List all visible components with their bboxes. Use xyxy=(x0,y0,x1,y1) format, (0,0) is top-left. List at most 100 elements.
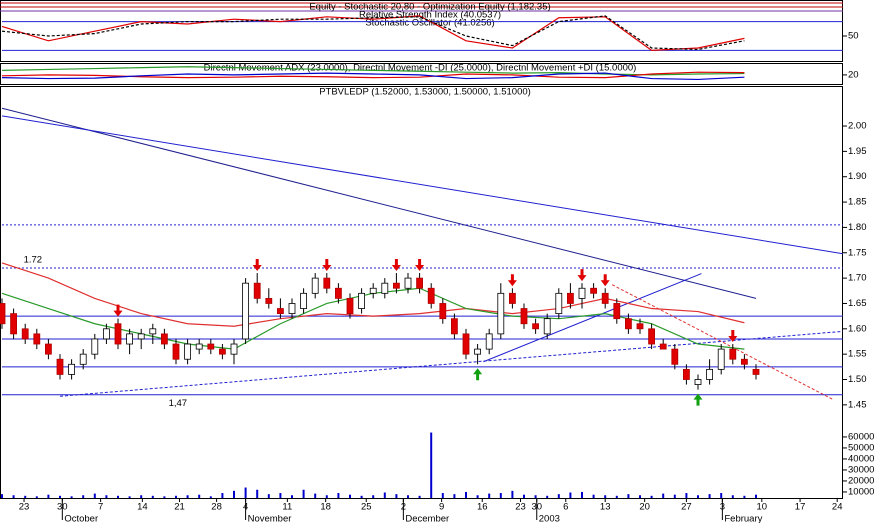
trend-line xyxy=(1,115,844,255)
y-tick-label: 1.50 xyxy=(848,374,867,385)
trend-line xyxy=(483,273,702,363)
volume-bar xyxy=(349,494,351,498)
candle-body xyxy=(334,287,342,299)
volume-bar xyxy=(395,494,398,498)
x-tick-label: 18 xyxy=(320,502,331,513)
x-tick-label: 20 xyxy=(639,502,650,513)
volume-bar xyxy=(279,493,282,498)
candle-body xyxy=(648,328,655,345)
volume-bar xyxy=(673,494,676,498)
y-tick-label: 60000 xyxy=(848,431,874,442)
candle-body xyxy=(567,292,574,304)
candle-body xyxy=(381,282,389,294)
y-tick-label: 1.65 xyxy=(848,298,867,309)
level-annotation: 1.72 xyxy=(24,254,42,265)
volume-bar xyxy=(198,494,201,498)
volume-bar xyxy=(755,494,757,498)
candle-body xyxy=(184,343,192,360)
candle-body xyxy=(56,358,64,375)
volume-bar xyxy=(209,496,212,498)
candle-body xyxy=(300,292,308,309)
candle-body xyxy=(114,323,122,345)
volume-bar xyxy=(511,490,514,498)
volume-bar xyxy=(430,432,433,498)
candle-body xyxy=(416,277,424,289)
volume-bar xyxy=(70,496,73,498)
candle-body xyxy=(149,328,157,335)
candle-body xyxy=(578,287,586,299)
candle-body xyxy=(625,318,632,330)
volume-bar xyxy=(186,495,189,498)
candle-body xyxy=(404,277,412,289)
candle-body xyxy=(532,323,539,330)
y-tick-label: 1.60 xyxy=(848,323,867,334)
candle-body xyxy=(195,343,203,350)
candle-body xyxy=(68,363,75,375)
y-tick-label: 1.45 xyxy=(848,399,867,410)
candle-body xyxy=(288,303,296,315)
y-tick-label: 1.80 xyxy=(848,222,867,233)
volume-bar xyxy=(592,494,595,498)
volume-bar xyxy=(93,493,96,498)
volume-bar xyxy=(360,495,363,498)
candle-body xyxy=(543,318,551,335)
y-tick-label: 50 xyxy=(848,31,859,42)
candle-body xyxy=(706,368,713,380)
volume-bar xyxy=(256,489,259,498)
candle-body xyxy=(694,379,702,385)
candle-body xyxy=(392,282,400,289)
volume-bar xyxy=(546,495,549,498)
candle-body xyxy=(45,343,52,355)
candle-body xyxy=(126,333,133,345)
candle-body xyxy=(636,323,644,330)
candle-body xyxy=(265,297,273,304)
y-tick-label: 1.75 xyxy=(848,247,867,258)
panel-subtitle: Relative Strength Index (40.0537) xyxy=(359,10,501,21)
candle-body xyxy=(741,358,748,365)
volume-bar xyxy=(604,495,607,498)
indicator-line xyxy=(1,15,745,51)
sell-arrow xyxy=(252,259,262,272)
volume-bar xyxy=(383,492,386,498)
candle-body xyxy=(103,328,110,340)
month-label: February xyxy=(724,514,762,523)
volume-bar xyxy=(372,495,375,498)
volume-bar xyxy=(708,494,711,498)
y-tick-label: 1.85 xyxy=(848,197,867,208)
candle-body xyxy=(230,343,238,355)
panel-title: PTBVLEDP (1.52000, 1.53000, 1.50000, 1.5… xyxy=(319,87,531,98)
candle-body xyxy=(369,287,377,294)
volume-bar xyxy=(302,489,305,498)
x-tick-label: 25 xyxy=(361,502,372,513)
candle-body xyxy=(79,353,87,365)
sell-arrow xyxy=(728,330,738,343)
indicator-line xyxy=(1,66,745,76)
y-tick-label: 50000 xyxy=(848,442,874,453)
candle-body xyxy=(659,343,667,350)
level-annotation: 1,47 xyxy=(169,398,188,409)
sell-arrow xyxy=(577,269,587,282)
adx-frame xyxy=(0,63,843,85)
volume-bar xyxy=(244,487,247,498)
candle-body xyxy=(346,297,354,315)
candle-body xyxy=(172,343,180,360)
y-tick-label: 30000 xyxy=(848,464,874,475)
volume-bar xyxy=(581,491,583,498)
candle-body xyxy=(33,333,41,345)
oscillator-frame xyxy=(0,0,843,62)
volume-bar xyxy=(407,495,409,498)
x-tick-label: 27 xyxy=(681,502,692,513)
y-tick-label: 1.55 xyxy=(848,349,867,360)
volume-bar xyxy=(627,494,630,498)
volume-bar xyxy=(697,495,699,498)
candle-body xyxy=(242,282,250,340)
volume-bar xyxy=(418,495,421,498)
volume-bar xyxy=(221,493,224,498)
x-tick-label: 16 xyxy=(477,502,488,513)
volume-bar xyxy=(24,495,27,498)
candle-body xyxy=(276,308,284,315)
volume-bar xyxy=(267,494,270,498)
y-tick-label: 40000 xyxy=(848,453,874,464)
